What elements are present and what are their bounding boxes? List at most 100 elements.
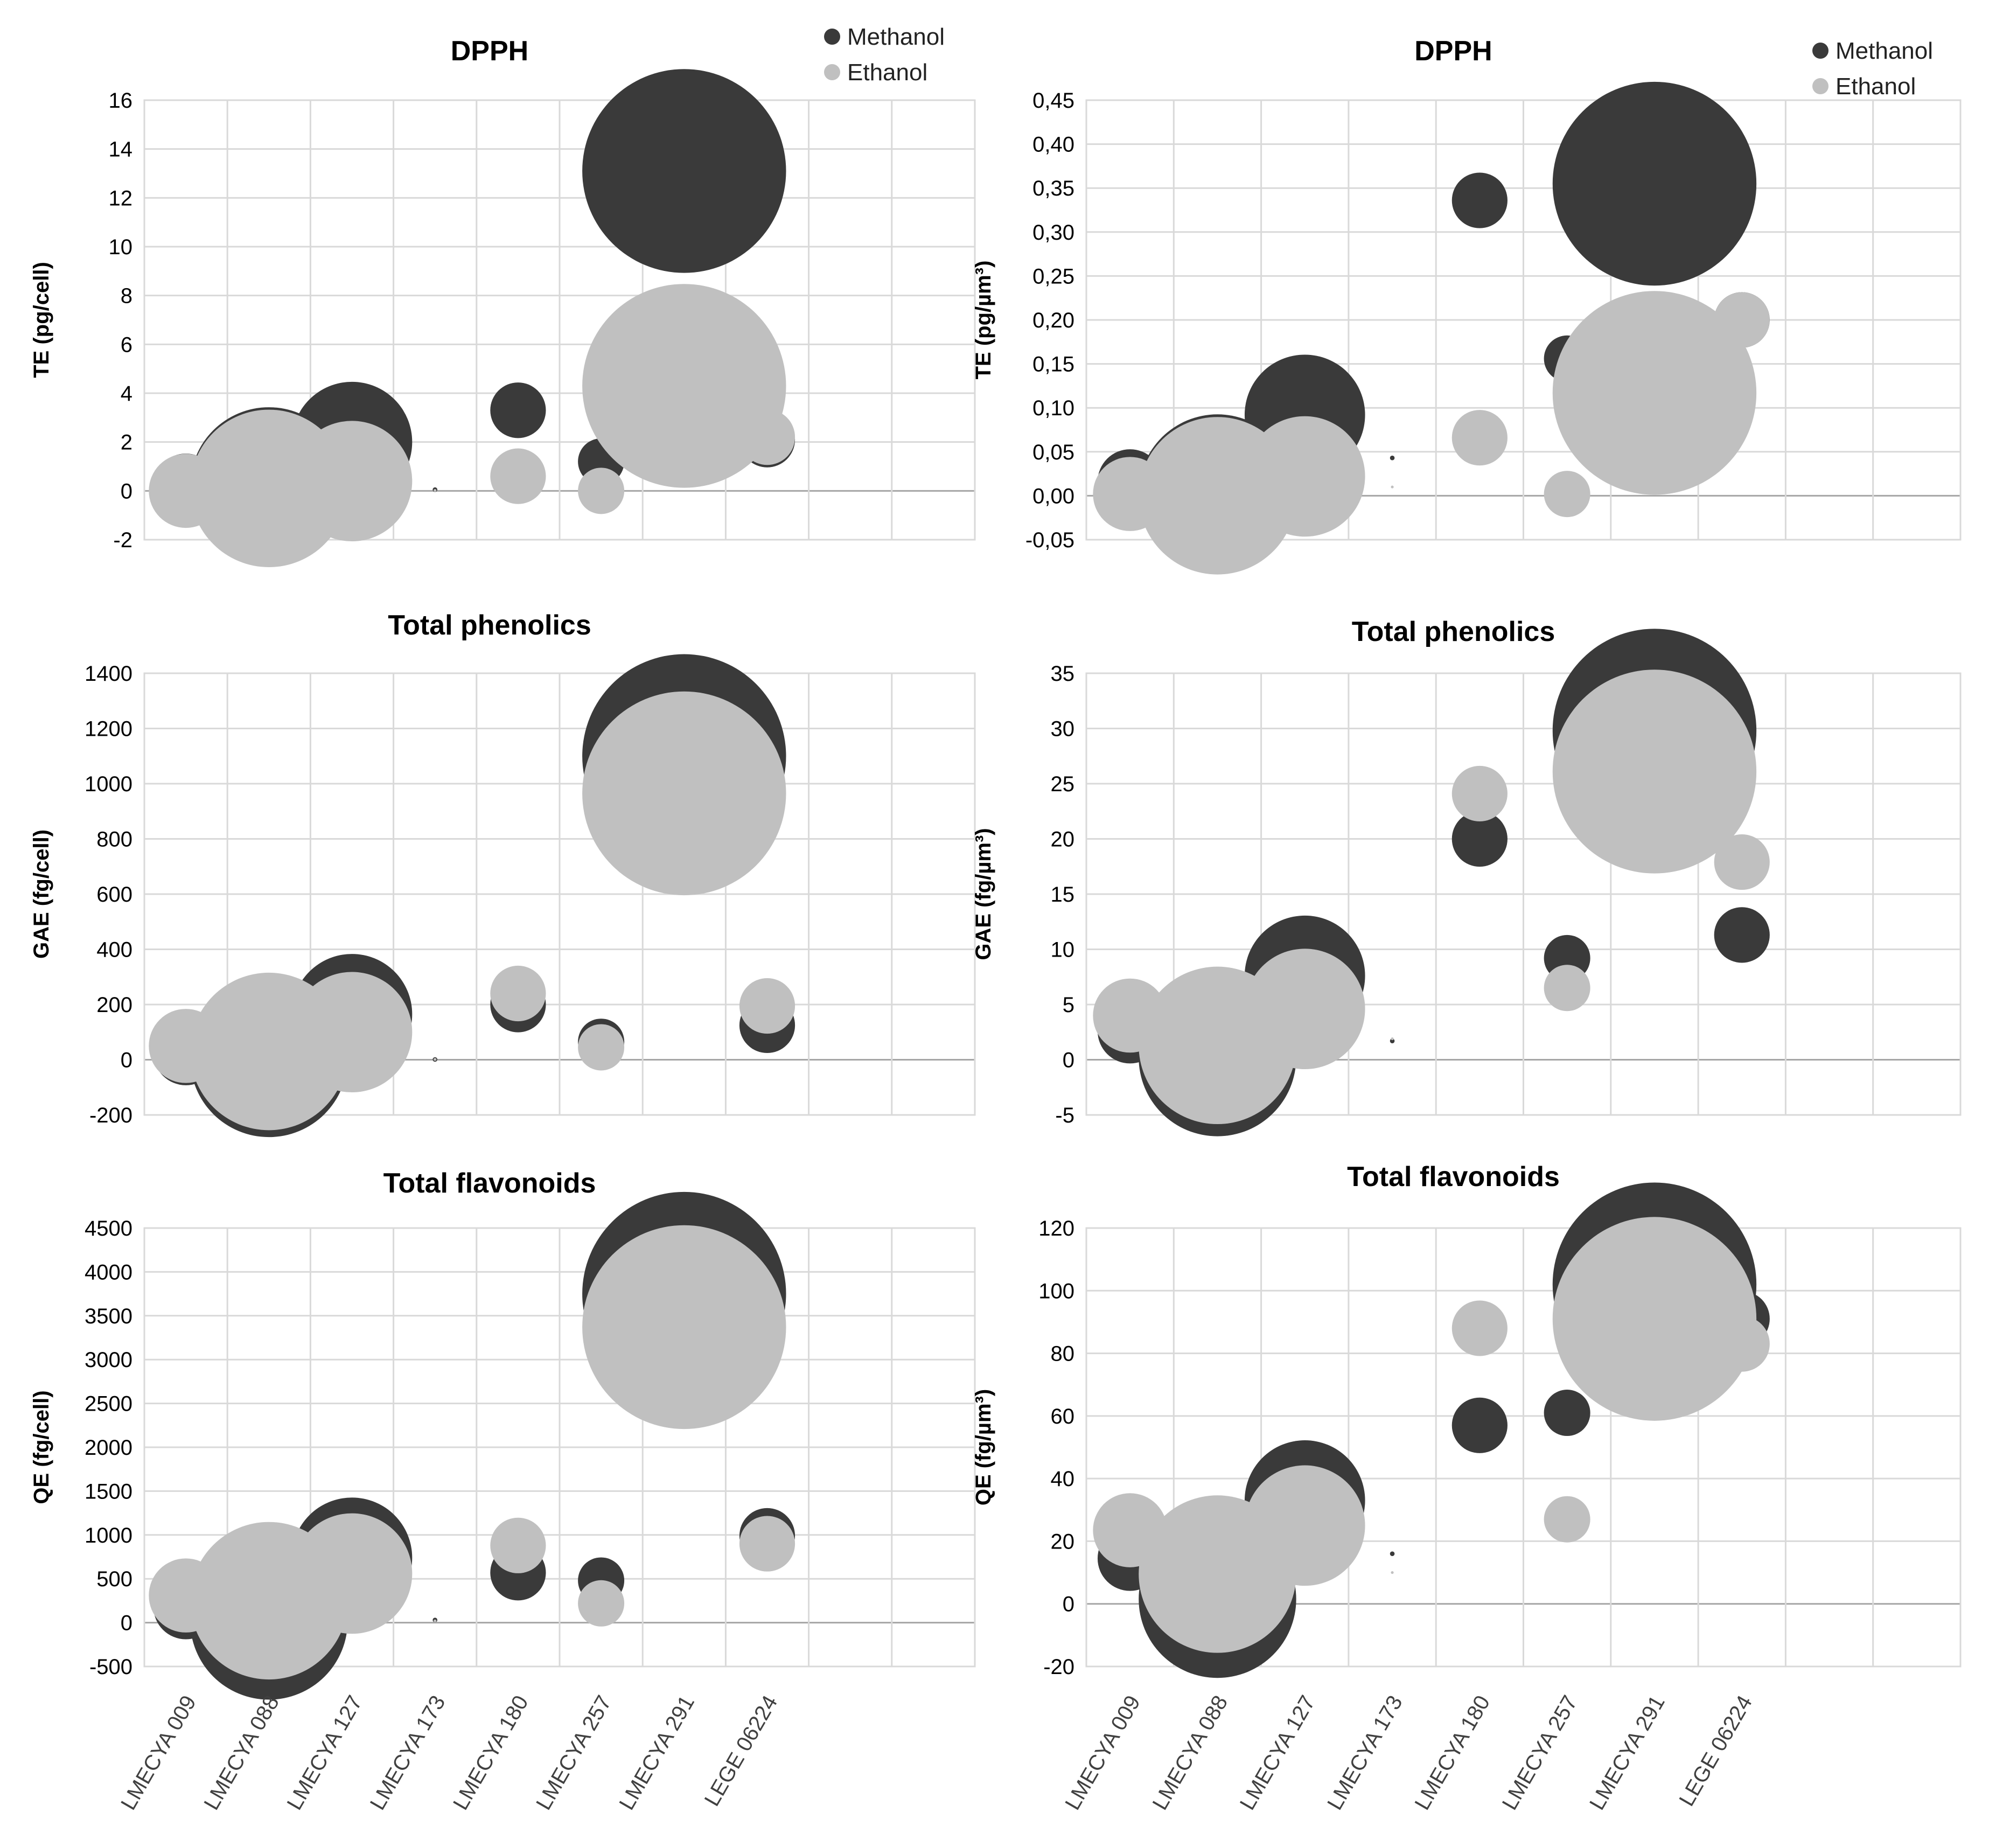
legend-marker-ethanol bbox=[824, 64, 840, 80]
y-tick-label: 0,40 bbox=[1032, 133, 1074, 157]
bubble-ethanol bbox=[1552, 1217, 1757, 1421]
category-label: LMECYA 009 bbox=[1060, 1692, 1145, 1814]
y-tick-label: 0,15 bbox=[1032, 353, 1074, 376]
y-axis-label: GAE (fg/µm³) bbox=[972, 828, 995, 960]
bubble-ethanol bbox=[1391, 1037, 1394, 1041]
chart-title: Total flavonoids bbox=[1347, 1161, 1560, 1193]
bubble-ethanol bbox=[582, 284, 786, 488]
bubble-ethanol bbox=[1714, 292, 1770, 348]
bubble-ethanol bbox=[1544, 1496, 1590, 1543]
y-tick-label: 0,30 bbox=[1032, 221, 1074, 245]
y-axis-label: TE (pg/µm³) bbox=[972, 261, 995, 380]
y-tick-label: 10 bbox=[109, 235, 133, 259]
category-label: LMECYA 088 bbox=[199, 1692, 284, 1814]
category-label: LMECYA 291 bbox=[1585, 1692, 1670, 1814]
plot-area bbox=[1085, 99, 1962, 541]
bubble-methanol bbox=[582, 69, 786, 273]
bubble-methanol bbox=[1390, 1551, 1395, 1556]
bubble-ethanol bbox=[1714, 1316, 1770, 1372]
bubble-ethanol bbox=[578, 1024, 625, 1071]
bubble-ethanol bbox=[490, 1517, 546, 1573]
y-tick-label: 8 bbox=[121, 284, 132, 308]
y-tick-label: 0 bbox=[121, 479, 132, 503]
bubble-ethanol bbox=[1244, 949, 1365, 1069]
y-tick-label: 0 bbox=[1063, 1593, 1074, 1616]
y-tick-label: 0,35 bbox=[1032, 177, 1074, 200]
y-tick-label: 60 bbox=[1051, 1405, 1075, 1428]
category-label: LMECYA 180 bbox=[1410, 1692, 1495, 1814]
bubble-methanol bbox=[1544, 1390, 1590, 1436]
y-tick-label: -200 bbox=[89, 1104, 132, 1127]
bubble-ethanol bbox=[1244, 416, 1365, 537]
y-tick-label: 400 bbox=[96, 938, 132, 962]
plot-area bbox=[143, 99, 976, 541]
legend-label-ethanol: Ethanol bbox=[1836, 73, 1916, 100]
y-tick-label: 4 bbox=[121, 382, 132, 406]
bubble-ethanol bbox=[434, 1058, 437, 1061]
bubble-ethanol bbox=[1391, 485, 1394, 489]
y-tick-label: 1500 bbox=[85, 1480, 132, 1503]
y-tick-label: 15 bbox=[1051, 883, 1075, 906]
y-tick-label: -2 bbox=[113, 528, 132, 552]
bubble-ethanol bbox=[1544, 965, 1590, 1012]
y-tick-label: 0 bbox=[121, 1049, 132, 1072]
plot-area bbox=[143, 672, 976, 1116]
bubble-ethanol bbox=[578, 468, 625, 514]
bubble-ethanol bbox=[291, 1513, 413, 1634]
category-label: LMECYA 291 bbox=[615, 1692, 699, 1814]
y-axis-label: TE (pg/cell) bbox=[30, 262, 53, 378]
chart-title: Total phenolics bbox=[388, 610, 591, 641]
y-tick-label: 80 bbox=[1051, 1342, 1075, 1366]
y-tick-label: 25 bbox=[1051, 772, 1075, 796]
bubble-ethanol bbox=[291, 421, 413, 541]
legend-marker-ethanol bbox=[1812, 78, 1829, 94]
bubble-methanol bbox=[490, 382, 546, 438]
category-label: LMECYA 009 bbox=[116, 1692, 201, 1814]
y-tick-label: -20 bbox=[1043, 1655, 1074, 1679]
bubble-ethanol bbox=[739, 1516, 795, 1572]
legend-label-methanol: Methanol bbox=[1836, 38, 1933, 64]
category-label: LEGE 06224 bbox=[1674, 1692, 1757, 1810]
bubble-ethanol bbox=[490, 448, 546, 504]
y-tick-label: 800 bbox=[96, 828, 132, 852]
y-tick-label: 2 bbox=[121, 431, 132, 455]
category-label: LEGE 06224 bbox=[700, 1692, 783, 1810]
y-tick-label: 0 bbox=[121, 1612, 132, 1635]
bubble-ethanol bbox=[739, 978, 795, 1034]
legend-label-ethanol: Ethanol bbox=[847, 59, 927, 86]
y-tick-label: 100 bbox=[1038, 1279, 1074, 1303]
plot-area bbox=[1085, 672, 1962, 1116]
y-tick-label: 12 bbox=[109, 186, 133, 210]
y-tick-label: -500 bbox=[89, 1655, 132, 1679]
chart-title: Total phenolics bbox=[1352, 616, 1555, 647]
y-tick-label: 1200 bbox=[85, 717, 132, 741]
bubble-ethanol bbox=[578, 1580, 625, 1627]
y-tick-label: 35 bbox=[1051, 662, 1075, 686]
y-tick-label: 600 bbox=[96, 883, 132, 906]
y-tick-label: 200 bbox=[96, 993, 132, 1017]
bubble-ethanol bbox=[1544, 471, 1590, 518]
y-axis-label: QE (fg/cell) bbox=[30, 1390, 53, 1504]
bubble-ethanol bbox=[1244, 1465, 1365, 1586]
y-tick-label: 1000 bbox=[85, 1524, 132, 1547]
y-axis-label: QE (fg/µm³) bbox=[972, 1389, 995, 1505]
bubble-methanol bbox=[1552, 81, 1757, 286]
category-label: LMECYA 173 bbox=[1323, 1692, 1407, 1814]
bubble-ethanol bbox=[582, 691, 786, 896]
y-tick-label: -5 bbox=[1055, 1104, 1074, 1127]
y-tick-label: 4500 bbox=[85, 1217, 132, 1240]
y-tick-label: 0,10 bbox=[1032, 396, 1074, 420]
y-tick-label: 6 bbox=[121, 333, 132, 357]
bubble-ethanol bbox=[1391, 1571, 1394, 1574]
y-axis-label: GAE (fg/cell) bbox=[30, 829, 53, 959]
y-tick-label: 40 bbox=[1051, 1467, 1075, 1491]
y-tick-label: 0,05 bbox=[1032, 441, 1074, 464]
y-tick-label: 30 bbox=[1051, 717, 1075, 741]
bubble-ethanol bbox=[1552, 670, 1757, 874]
y-tick-label: 4000 bbox=[85, 1260, 132, 1284]
legend-marker-methanol bbox=[824, 29, 840, 45]
bubble-ethanol bbox=[1451, 410, 1508, 466]
bubble-ethanol bbox=[434, 489, 437, 492]
y-tick-label: 2000 bbox=[85, 1436, 132, 1460]
y-tick-label: 10 bbox=[1051, 938, 1075, 962]
